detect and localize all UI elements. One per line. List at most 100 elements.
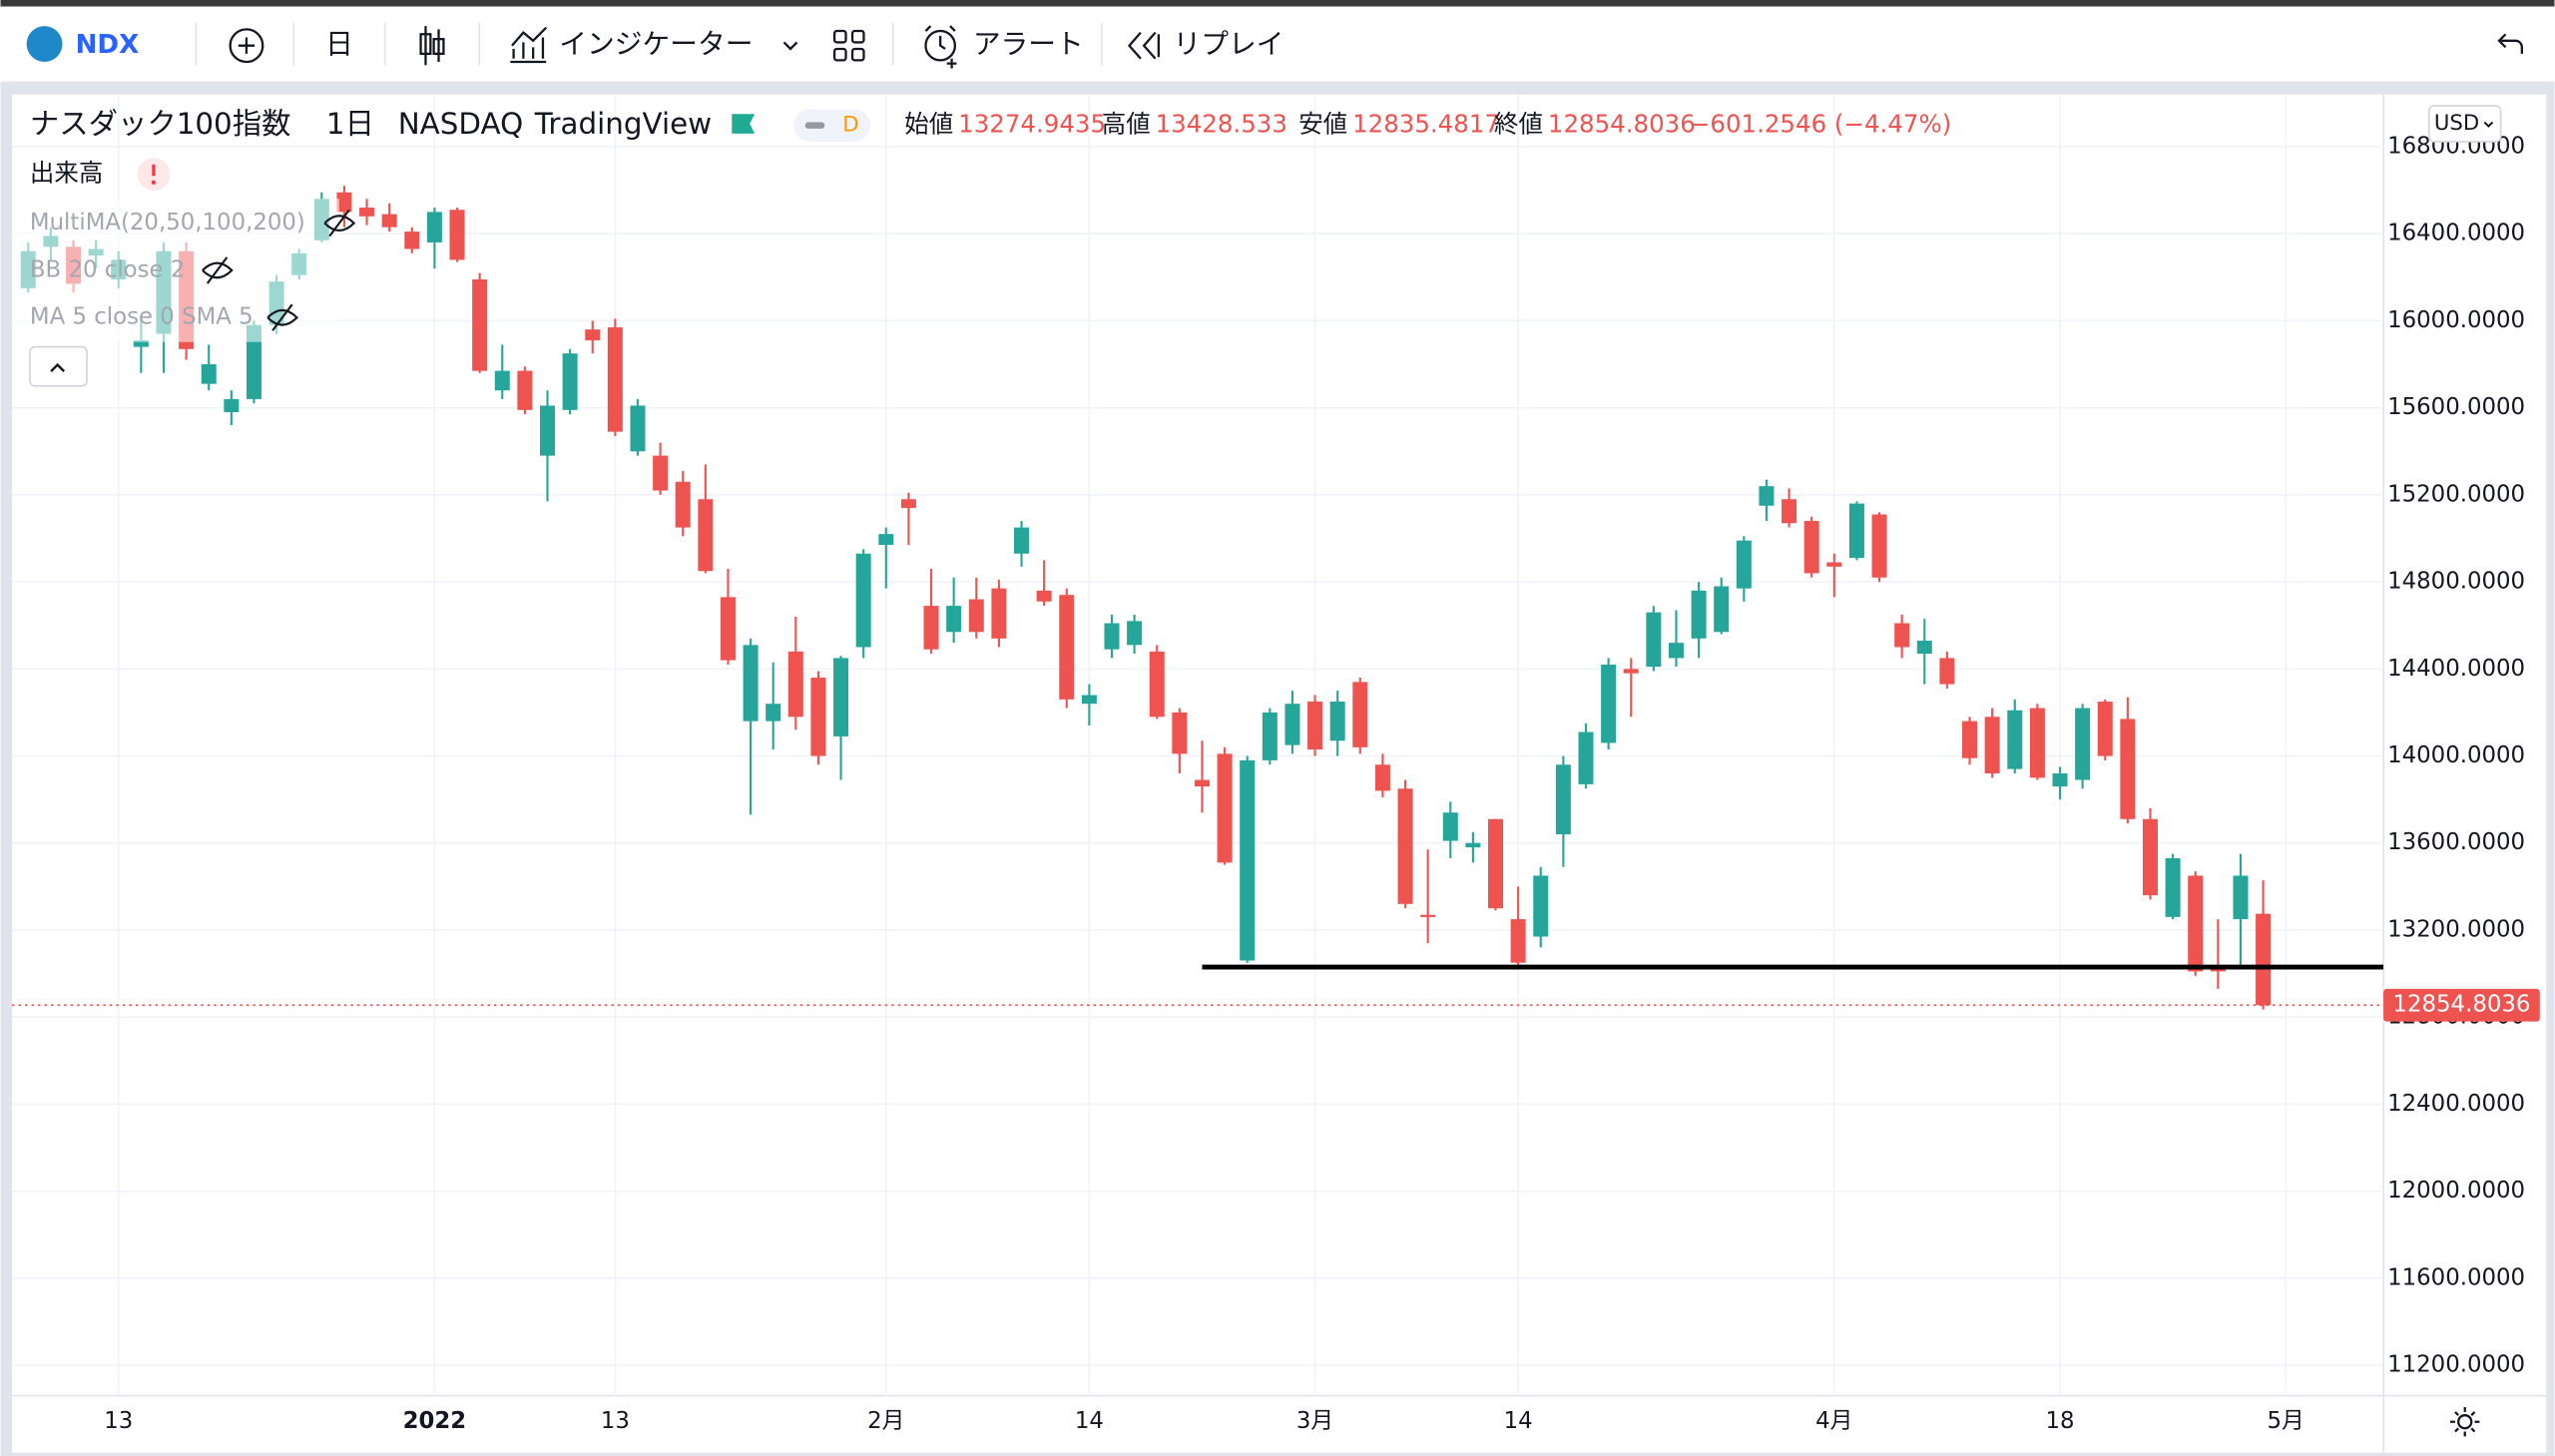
indicators-icon — [510, 26, 548, 64]
currency: USD — [2434, 111, 2479, 136]
candle-body — [810, 678, 826, 756]
time-tick-label: 14 — [1504, 1408, 1533, 1434]
indicator-multima[interactable]: MultiMA(20,50,100,200) — [30, 210, 305, 236]
candle-body — [1194, 779, 1210, 787]
candle-body — [1149, 651, 1165, 718]
candle-body — [1127, 621, 1143, 646]
undo-button[interactable] — [2497, 33, 2523, 54]
candle-body — [855, 553, 871, 648]
symbol-name: ナスダック100指数 — [30, 107, 291, 141]
time-tick-label: 14 — [1075, 1408, 1104, 1434]
currency-button[interactable] — [2428, 105, 2502, 143]
candle-body — [2256, 913, 2272, 1006]
currency-chevron — [2483, 121, 2494, 128]
candle-body — [246, 324, 261, 399]
candle-icon-wicks — [424, 26, 440, 66]
close-value: 12854.8036 — [1548, 110, 1696, 139]
add-button[interactable] — [229, 28, 264, 64]
candle-body — [787, 651, 803, 718]
last-price-label: 12854.8036 — [2392, 992, 2530, 1018]
indicator-bb[interactable]: BB 20 close 2 — [30, 256, 185, 282]
price-tick-label: 11200.0000 — [2387, 1352, 2525, 1378]
low-value: 12835.4817 — [1352, 110, 1500, 139]
eye-off[interactable] — [266, 303, 299, 331]
candle-body — [1691, 590, 1707, 639]
candle-body — [2233, 875, 2249, 920]
candle-body — [2142, 818, 2158, 896]
indicators-label: インジケーター — [559, 28, 753, 61]
price-tick-label: 12000.0000 — [2387, 1178, 2525, 1204]
status-pill[interactable] — [793, 109, 871, 142]
candle-icon-body — [432, 38, 445, 55]
indicator-ma[interactable]: MA 5 close 0 SMA 5 — [30, 304, 254, 330]
replay-label: リプレイ — [1174, 28, 1284, 61]
symbol: NDX — [76, 30, 140, 60]
candle-body — [1036, 590, 1052, 602]
candle-body — [1736, 540, 1752, 589]
candle-body — [517, 370, 533, 410]
high-label: 高値 — [1102, 110, 1151, 139]
candle-body — [878, 534, 894, 546]
source: TradingView — [534, 107, 712, 141]
candle-body — [630, 405, 646, 452]
candle-body — [675, 481, 691, 528]
legend-interval: 1日 — [326, 107, 374, 141]
candle-body — [1488, 818, 1504, 909]
candle-body — [1894, 623, 1910, 648]
price-tick-label: 15200.0000 — [2387, 481, 2525, 507]
candle-body — [472, 279, 488, 371]
candle-body — [1782, 499, 1797, 524]
open-value: 13274.9435 — [958, 110, 1106, 139]
candle-body — [404, 232, 420, 249]
candle-body — [1848, 503, 1864, 559]
dropdown-chevron[interactable] — [782, 41, 798, 51]
candle-body — [968, 599, 984, 633]
add-cross — [238, 37, 256, 54]
candle-body — [336, 192, 352, 213]
hidden-eye-icons[interactable] — [202, 209, 356, 331]
candle-body — [1284, 704, 1300, 745]
close-label: 終値 — [1494, 110, 1543, 139]
candle-body — [1803, 521, 1819, 574]
eye-off[interactable] — [323, 209, 356, 238]
candle-body — [2075, 708, 2091, 780]
chart-panel — [11, 94, 2547, 1453]
indicator-volume[interactable]: 出来高 — [30, 159, 103, 188]
candle-body — [1533, 875, 1549, 937]
candle-body — [1759, 486, 1775, 506]
axes: 11200.0000 11600.0000 12000.0000 12400.0000… — [104, 133, 2540, 1434]
change: −601.2546 (−4.47%) — [1690, 110, 1951, 139]
interval-button[interactable]: 日 — [325, 28, 353, 61]
price-tick-label: 13600.0000 — [2387, 829, 2525, 855]
candle-body — [2188, 875, 2204, 972]
symbol-button[interactable]: NDX — [26, 26, 140, 63]
replay-button[interactable]: リプレイ — [1127, 28, 1284, 61]
candle-body — [833, 658, 849, 736]
eye-off[interactable] — [202, 256, 234, 284]
candle-body — [449, 210, 465, 260]
candle-body — [743, 645, 759, 722]
low-label: 安値 — [1298, 110, 1347, 139]
candle-body — [426, 212, 442, 243]
candle-body — [946, 606, 962, 633]
indicators-button[interactable]: インジケーター — [510, 26, 753, 64]
alert-button[interactable]: アラート — [924, 25, 1084, 69]
chart-type-button[interactable] — [419, 26, 445, 66]
layout-button[interactable] — [832, 29, 865, 62]
candle-body — [1510, 919, 1526, 963]
candle-body — [1374, 764, 1390, 791]
candle-body — [1240, 759, 1256, 961]
candle-body — [1668, 643, 1684, 659]
time-tick-label: 13 — [104, 1408, 133, 1434]
grid-icon — [850, 47, 865, 62]
candle-body — [607, 326, 623, 432]
candle-body — [991, 588, 1007, 639]
candle-body — [1714, 586, 1730, 633]
grid-icon — [832, 29, 847, 44]
candle-body — [1307, 702, 1323, 749]
candle-body — [585, 329, 601, 341]
price-tick-label: 14800.0000 — [2387, 569, 2525, 595]
settings-button[interactable] — [2450, 1407, 2480, 1437]
